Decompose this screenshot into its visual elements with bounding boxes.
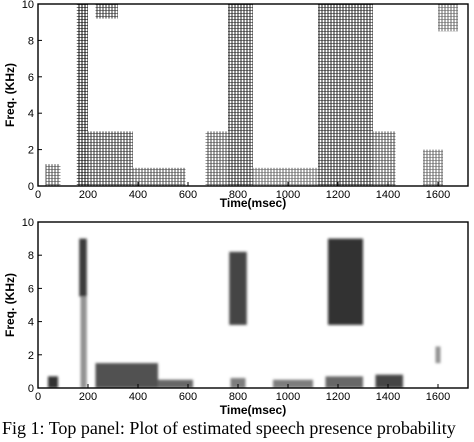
top-panel-region-1 (76, 4, 88, 186)
bottom-panel-region-11 (435, 346, 441, 364)
top-panel-y-tick-label: 0 (28, 181, 34, 193)
bottom-panel-x-tick-label: 1400 (376, 391, 400, 403)
bottom-panel-region-3 (95, 363, 158, 388)
top-panel-region-2 (88, 131, 133, 186)
top-panel-x-tick-label: 0 (35, 189, 41, 201)
top-panel-x-ticks: 0 200 400 600 800 1000 1200 1400 1600 (35, 182, 450, 201)
top-panel-x-tick-label: 800 (229, 189, 247, 201)
top-panel-y-tick-label: 6 (28, 72, 34, 84)
top-panel-regions (45, 4, 458, 186)
top-panel-x-axis-label: Time(msec) (220, 196, 286, 210)
bottom-panel-region-8 (328, 238, 363, 325)
bottom-panel-x-tick-label: 1000 (276, 391, 300, 403)
top-panel-x-tick-label: 1200 (326, 189, 350, 201)
top-panel-x-tick-label: 400 (129, 189, 147, 201)
bottom-panel-y-tick-label: 4 (28, 317, 34, 329)
bottom-panel-region-10 (375, 374, 403, 388)
top-panel-y-axis-label: Freq. (KHz) (3, 63, 17, 127)
top-panel-y-tick-label: 4 (28, 108, 34, 120)
top-panel-frame (37, 3, 469, 187)
top-panel-region-3 (95, 4, 118, 19)
bottom-panel-y-tick-label: 6 (28, 283, 34, 295)
bottom-panel-region-2 (80, 296, 87, 388)
figure-caption: Fig 1: Top panel: Plot of estimated spee… (2, 418, 456, 438)
bottom-panel-frame (37, 221, 469, 389)
top-panel-region-9 (373, 131, 396, 186)
top-panel-y-ticks: 0 2 4 6 8 10 (22, 0, 42, 193)
top-panel-x-tick-label: 1000 (276, 189, 300, 201)
top-panel-x-tick-label: 600 (179, 189, 197, 201)
bottom-panel-x-axis-label: Time(msec) (220, 403, 286, 417)
top-panel-region-4 (133, 167, 186, 186)
bottom-panel-x-tick-label: 200 (79, 391, 97, 403)
bottom-panel-region-1 (79, 238, 87, 297)
bottom-panel-y-tick-label: 8 (28, 250, 34, 262)
bottom-panel-region-0 (48, 376, 58, 388)
bottom-panel-region-7 (273, 379, 313, 388)
top-panel-region-11 (438, 4, 458, 32)
bottom-panel-y-tick-label: 0 (28, 383, 34, 395)
top-panel-region-6 (228, 4, 253, 186)
top-panel-y-tick-label: 2 (28, 145, 34, 157)
bottom-panel-y-ticks: 0 2 4 6 8 10 (22, 217, 42, 395)
bottom-panel-spectrogram: 0 200 400 600 800 1000 1200 1400 1600 0 2 4 6 8 10 Ti… (3, 217, 469, 417)
top-panel-y-tick-label: 10 (22, 0, 34, 11)
bottom-panel-x-tick-label: 400 (129, 391, 147, 403)
top-panel-x-tick-label: 1600 (426, 189, 450, 201)
bottom-panel-regions (48, 238, 441, 388)
bottom-panel-x-tick-label: 1200 (326, 391, 350, 403)
top-panel-x-tick-label: 1400 (376, 189, 400, 201)
bottom-panel-y-tick-label: 2 (28, 350, 34, 362)
bottom-panel-x-tick-label: 600 (179, 391, 197, 403)
bottom-panel-y-axis-label: Freq. (KHz) (3, 273, 17, 337)
top-panel-region-0 (45, 164, 61, 186)
top-panel-region-10 (423, 149, 443, 186)
top-panel-region-5 (205, 131, 228, 186)
top-panel-x-tick-label: 200 (79, 189, 97, 201)
bottom-panel-x-tick-label: 1600 (426, 391, 450, 403)
bottom-panel-x-ticks: 0 200 400 600 800 1000 1200 1400 1600 (35, 384, 450, 403)
top-panel-speech-presence: 0 200 400 600 800 1000 1200 1400 1600 0 2 4 6 8 10 Ti… (3, 0, 469, 210)
top-panel-y-tick-label: 8 (28, 35, 34, 47)
top-panel-region-8 (318, 4, 373, 186)
bottom-panel-region-9 (325, 376, 363, 388)
bottom-panel-region-4 (158, 379, 193, 388)
bottom-panel-region-5 (229, 251, 247, 325)
bottom-panel-region-6 (230, 378, 246, 388)
bottom-panel-y-tick-label: 10 (22, 217, 34, 229)
bottom-panel-x-tick-label: 0 (35, 391, 41, 403)
bottom-panel-x-tick-label: 800 (229, 391, 247, 403)
top-panel-region-7 (253, 167, 318, 186)
